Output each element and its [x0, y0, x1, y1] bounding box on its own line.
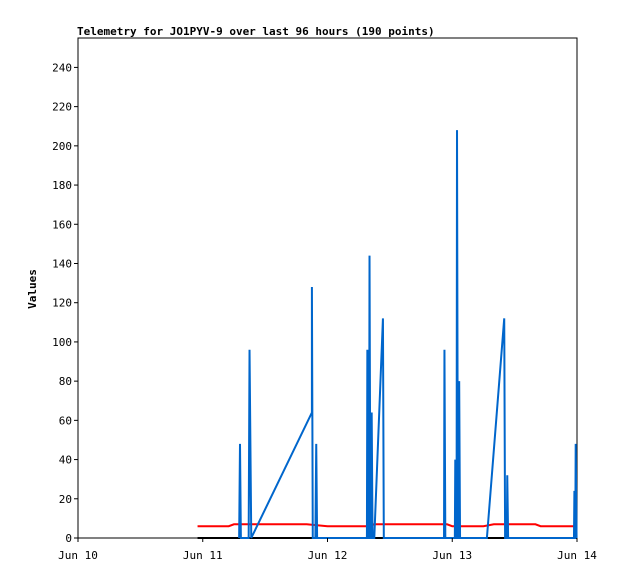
x-tick-label: Jun 11 [183, 549, 223, 562]
chart-title: Telemetry for JO1PYV-9 over last 96 hour… [77, 25, 435, 38]
y-tick-label: 100 [52, 336, 72, 349]
x-tick-label: Jun 10 [58, 549, 98, 562]
series-line-1 [197, 523, 577, 528]
y-tick-label: 200 [52, 140, 72, 153]
y-tick-label: 40 [59, 454, 72, 467]
y-tick-label: 240 [52, 61, 72, 74]
y-tick-label: 140 [52, 257, 72, 270]
y-tick-label: 80 [59, 375, 72, 388]
y-tick-label: 220 [52, 101, 72, 114]
y-axis-label: Values [26, 269, 39, 309]
x-tick-label: Jun 14 [557, 549, 597, 562]
plot-area [77, 37, 578, 539]
x-axis: Jun 10 Jun 11 Jun 12 Jun 13 Jun 14 [58, 538, 597, 562]
y-tick-label: 120 [52, 297, 72, 310]
series-line-0 [238, 130, 578, 539]
y-tick-label: 20 [59, 493, 72, 506]
y-tick-label: 0 [65, 532, 72, 545]
y-axis: 0 20 40 60 80 100 120 140 160 180 200 220 240 [52, 61, 78, 545]
y-tick-label: 60 [59, 414, 72, 427]
y-tick-label: 180 [52, 179, 72, 192]
series-layer [197, 130, 578, 539]
y-tick-label: 160 [52, 218, 72, 231]
x-tick-label: Jun 12 [308, 549, 348, 562]
x-tick-label: Jun 13 [432, 549, 472, 562]
